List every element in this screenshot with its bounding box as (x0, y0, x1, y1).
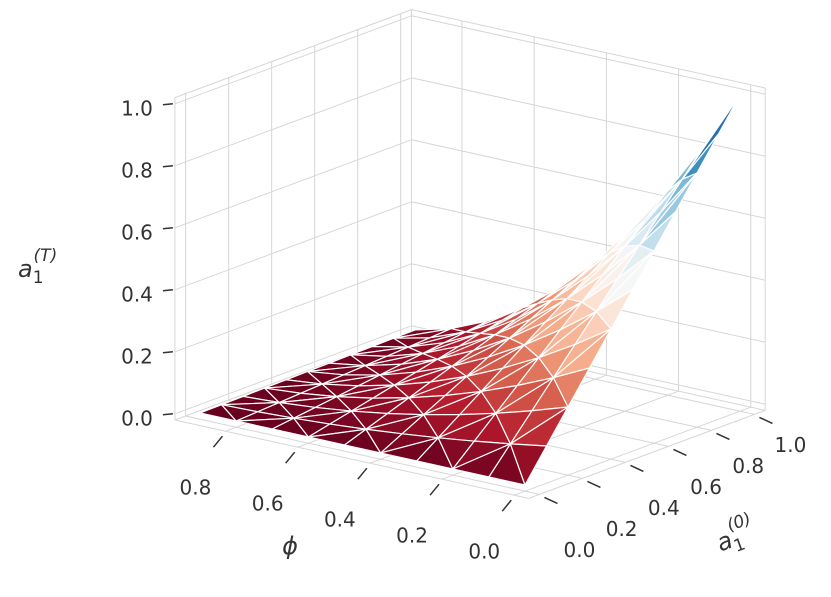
grid-line (174, 263, 412, 353)
grid-line (185, 415, 540, 495)
x-tick-label: 0.0 (468, 540, 500, 564)
grid-line (514, 406, 751, 496)
y-tick-label: 0.8 (732, 454, 764, 478)
y-axis-label: a1(0) (710, 509, 762, 562)
z-tick-label: 0.2 (121, 344, 153, 368)
label-sub: 1 (33, 268, 44, 288)
left-pane (174, 9, 412, 420)
tick-mark (162, 289, 173, 292)
grid-line (411, 201, 766, 281)
tick-mark (357, 467, 368, 480)
tick-mark (212, 435, 224, 448)
surface-facet (638, 211, 677, 252)
grid-line (174, 15, 412, 105)
label-base: a (18, 255, 33, 283)
z-tick-label: 0.4 (121, 282, 153, 306)
label-sup: (T) (34, 246, 58, 266)
label-sup: (0) (724, 509, 753, 536)
grid-line (174, 77, 412, 167)
y-tick-label: 1.0 (775, 433, 807, 457)
tick-mark (429, 483, 440, 496)
axis-edge (174, 9, 412, 99)
label-sub: 1 (731, 534, 748, 556)
grid-line (174, 139, 412, 229)
tick-mark (162, 103, 173, 106)
surface (199, 94, 741, 486)
surface-facet (595, 289, 634, 330)
x-tick-label: 0.4 (324, 508, 356, 532)
right-pane (411, 9, 766, 411)
z-tick-label: 0.8 (121, 158, 153, 182)
surface-facet (509, 443, 548, 486)
y-tick-label: 0.4 (648, 496, 680, 520)
tick-mark (630, 464, 644, 473)
z-tick-label: 1.0 (121, 96, 153, 120)
z-tick-label: 0.6 (121, 220, 153, 244)
x-axis-label: ϕ (282, 532, 298, 560)
x-tick-label: 0.2 (396, 524, 428, 548)
tick-mark (285, 451, 296, 464)
x-tick-label: 0.8 (180, 476, 212, 500)
grid-line (411, 15, 766, 95)
tick-mark (162, 165, 173, 168)
tick-mark (162, 413, 173, 416)
tick-mark (501, 499, 512, 512)
grid-line (174, 201, 412, 291)
z-axis-label: a1(T) (18, 246, 57, 288)
axis-edge (411, 9, 766, 89)
tick-mark (716, 432, 730, 441)
grid-line (174, 325, 412, 415)
tick-mark (544, 496, 558, 505)
y-tick-label: 0.2 (606, 517, 638, 541)
tick-mark (162, 227, 173, 230)
tick-mark (759, 416, 773, 425)
grid-line (411, 139, 766, 219)
tick-mark (587, 480, 601, 489)
axis-edge (528, 409, 766, 499)
axis-edge (174, 419, 529, 499)
tick-mark (162, 351, 173, 354)
tick-mark (673, 448, 687, 457)
y-tick-label: 0.0 (564, 538, 596, 562)
z-tick-label: 0.0 (121, 406, 153, 430)
x-tick-label: 0.6 (252, 492, 284, 516)
surface-facet (681, 133, 720, 180)
surface-facet (552, 367, 591, 408)
y-tick-label: 0.6 (690, 475, 722, 499)
